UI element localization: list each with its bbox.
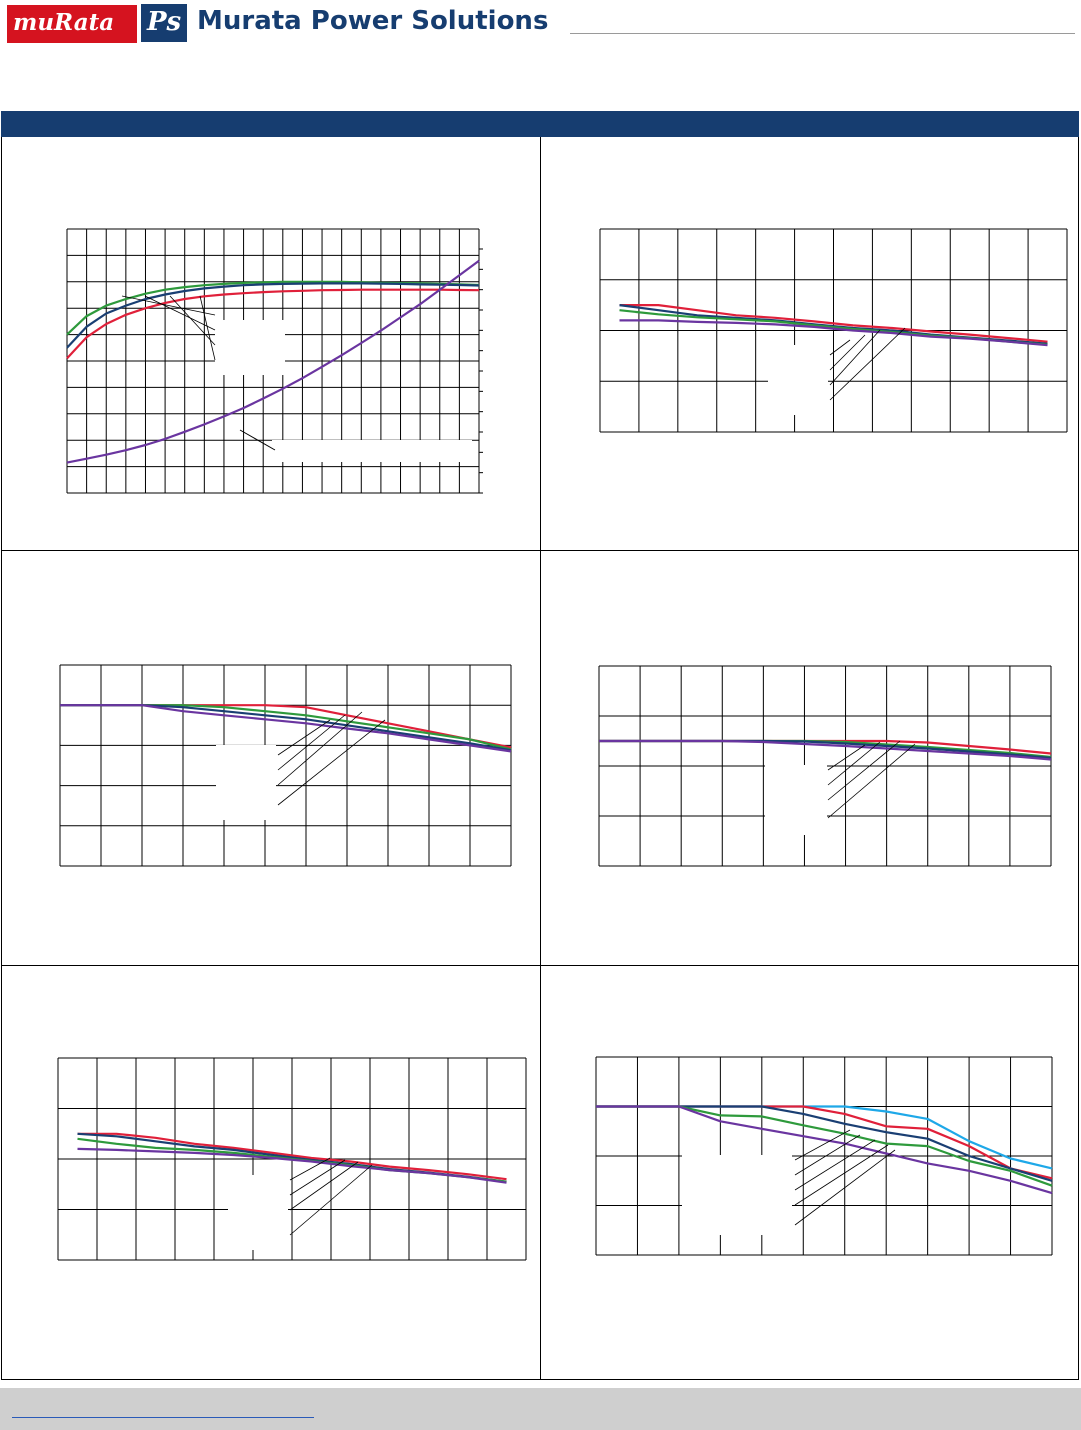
chart-4-leader-line xyxy=(827,743,916,819)
chart-2-leader-line xyxy=(829,329,881,386)
chart-5-leader-line xyxy=(289,1157,331,1181)
chart-6-series-red xyxy=(596,1105,1053,1180)
chart-4-leader-line xyxy=(827,741,881,786)
chart-5-series-red xyxy=(77,1132,507,1181)
chart-5-legend-area xyxy=(228,1175,288,1250)
footer-link-underline[interactable] xyxy=(12,1417,314,1418)
chart-4-leader-line xyxy=(827,744,866,771)
chart-3-leader-line xyxy=(277,719,386,806)
chart-5-leader-line xyxy=(289,1159,346,1196)
chart-4-leader-line xyxy=(827,740,901,801)
power-solutions-logo: Ps xyxy=(141,4,187,42)
chart-2-series-red xyxy=(619,304,1048,343)
column-divider xyxy=(540,137,541,1380)
chart-2-leader-line xyxy=(829,339,851,356)
chart-2-series-purple xyxy=(619,319,1048,347)
page-footer xyxy=(0,1388,1081,1430)
chart-6-leader-line xyxy=(794,1134,861,1176)
chart-1-leader-line xyxy=(239,429,276,451)
chart-1-leader-line xyxy=(121,295,216,316)
chart-6-series-purple xyxy=(596,1105,1053,1195)
chart-1-annotation-area xyxy=(272,440,472,462)
chart-2-legend-area xyxy=(768,345,828,415)
chart-4-legend-area xyxy=(765,765,827,835)
chart-3-leader-line xyxy=(277,719,331,756)
chart-3-series-purple xyxy=(60,704,512,753)
chart-6-legend-area xyxy=(682,1155,792,1235)
chart-3-leader-line xyxy=(277,714,346,771)
chart-1-series-navy xyxy=(66,282,480,349)
chart-1-series-red xyxy=(66,288,480,360)
chart-6-leader-line xyxy=(794,1139,876,1191)
chart-3-series-green xyxy=(60,704,512,751)
chart-5-leader-line xyxy=(289,1161,359,1211)
company-name: Murata Power Solutions xyxy=(197,6,549,36)
row-divider-2 xyxy=(1,965,1079,966)
chart-3-series-navy xyxy=(60,704,512,752)
chart-1-legend-area xyxy=(215,320,285,375)
chart-1-leader-line xyxy=(144,295,216,331)
chart-1-series-purple xyxy=(66,259,480,464)
chart-4-series-purple xyxy=(599,739,1052,761)
chart-6-series-navy xyxy=(596,1105,1053,1182)
chart-6-leader-line xyxy=(794,1129,851,1161)
murata-logo: muRata xyxy=(7,5,137,43)
chart-5-leader-line xyxy=(289,1164,373,1236)
chart-6-leader-line xyxy=(794,1144,889,1206)
chart-2-leader-line xyxy=(829,327,906,401)
header-rule xyxy=(570,33,1075,34)
section-band xyxy=(1,111,1079,137)
chart-3-legend-area xyxy=(216,745,276,820)
chart-6-leader-line xyxy=(794,1149,896,1226)
chart-6-series-cyan xyxy=(596,1105,1053,1170)
row-divider-1 xyxy=(1,550,1079,551)
chart-5-series-purple xyxy=(77,1147,507,1184)
chart-1-leader-line xyxy=(199,295,216,361)
page-header: muRata Ps Murata Power Solutions xyxy=(0,0,1081,60)
chart-1-leader-line xyxy=(169,295,216,346)
chart-3-leader-line xyxy=(277,711,363,786)
chart-2-leader-line xyxy=(829,334,866,371)
